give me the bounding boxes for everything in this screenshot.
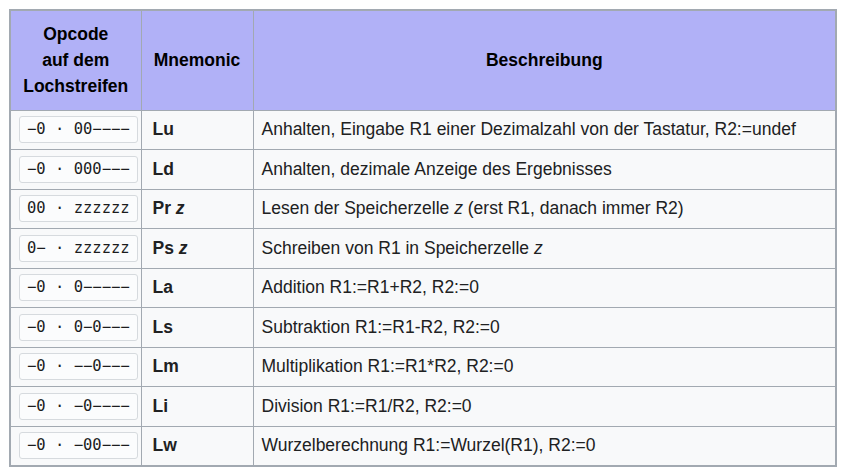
opcode-cell: 0− · zzzzzz xyxy=(10,229,141,269)
table-row: −0 · −−0−−− Lm Multiplikation R1:=R1*R2,… xyxy=(10,347,836,387)
header-mnemonic: Mnemonic xyxy=(141,10,253,110)
mnemonic-label: Lw xyxy=(153,435,177,455)
opcode-cell: −0 · −0−−−− xyxy=(10,387,141,427)
mnemonic-label: Li xyxy=(153,396,169,416)
header-opcode-line3: Lochstreifen xyxy=(15,73,137,99)
description-var: z xyxy=(534,238,543,258)
mnemonic-cell: Ld xyxy=(141,150,253,190)
description-text: Schreiben von R1 in Speicherzelle xyxy=(262,238,534,258)
opcode-code: 0− · zzzzzz xyxy=(19,235,138,262)
header-row: Opcode auf dem Lochstreifen Mnemonic Bes… xyxy=(10,10,836,110)
description-cell: Anhalten, dezimale Anzeige des Ergebniss… xyxy=(253,150,836,190)
description-cell: Subtraktion R1:=R1-R2, R2:=0 xyxy=(253,308,836,348)
mnemonic-cell: Lu xyxy=(141,110,253,150)
description-cell: Anhalten, Eingabe R1 einer Dezimalzahl v… xyxy=(253,110,836,150)
description-text: Division R1:=R1/R2, R2:=0 xyxy=(262,396,472,416)
opcode-code: 00 · zzzzzz xyxy=(19,195,138,222)
description-cell: Division R1:=R1/R2, R2:=0 xyxy=(253,387,836,427)
opcode-code: −0 · 0−−−−− xyxy=(19,274,138,301)
description-cell: Addition R1:=R1+R2, R2:=0 xyxy=(253,268,836,308)
description-text: Anhalten, Eingabe R1 einer Dezimalzahl v… xyxy=(262,119,796,139)
description-cell: Schreiben von R1 in Speicherzelle z xyxy=(253,229,836,269)
table-row: −0 · 00−−−− Lu Anhalten, Eingabe R1 eine… xyxy=(10,110,836,150)
header-opcode: Opcode auf dem Lochstreifen xyxy=(10,10,141,110)
opcode-cell: 00 · zzzzzz xyxy=(10,189,141,229)
description-text-post: (erst R1, danach immer R2) xyxy=(463,198,684,218)
mnemonic-arg: z xyxy=(176,198,185,218)
table-row: 00 · zzzzzz Pr z Lesen der Speicherzelle… xyxy=(10,189,836,229)
table-row: −0 · 000−−− Ld Anhalten, dezimale Anzeig… xyxy=(10,150,836,190)
mnemonic-label: La xyxy=(153,277,173,297)
header-opcode-line2: auf dem xyxy=(15,47,137,73)
mnemonic-label: Pr xyxy=(153,198,176,218)
opcode-code: −0 · −−0−−− xyxy=(19,353,138,380)
mnemonic-cell: Ls xyxy=(141,308,253,348)
opcode-cell: −0 · −−0−−− xyxy=(10,347,141,387)
opcode-table: Opcode auf dem Lochstreifen Mnemonic Bes… xyxy=(9,9,837,467)
table-row: 0− · zzzzzz Ps z Schreiben von R1 in Spe… xyxy=(10,229,836,269)
header-description: Beschreibung xyxy=(253,10,836,110)
opcode-cell: −0 · 0−−−−− xyxy=(10,268,141,308)
mnemonic-label: Lm xyxy=(153,356,179,376)
description-text: Addition R1:=R1+R2, R2:=0 xyxy=(262,277,479,297)
mnemonic-cell: Lw xyxy=(141,426,253,466)
description-text: Anhalten, dezimale Anzeige des Ergebniss… xyxy=(262,159,612,179)
mnemonic-cell: Ps z xyxy=(141,229,253,269)
table-row: −0 · 0−0−−− Ls Subtraktion R1:=R1-R2, R2… xyxy=(10,308,836,348)
opcode-cell: −0 · 000−−− xyxy=(10,150,141,190)
description-text: Multiplikation R1:=R1*R2, R2:=0 xyxy=(262,356,514,376)
opcode-cell: −0 · −00−−− xyxy=(10,426,141,466)
table-row: −0 · −0−−−− Li Division R1:=R1/R2, R2:=0 xyxy=(10,387,836,427)
opcode-cell: −0 · 0−0−−− xyxy=(10,308,141,348)
mnemonic-cell: Lm xyxy=(141,347,253,387)
opcode-code: −0 · 000−−− xyxy=(19,156,138,183)
opcode-code: −0 · 00−−−− xyxy=(19,116,138,143)
mnemonic-cell: Pr z xyxy=(141,189,253,229)
mnemonic-label: Ld xyxy=(153,159,174,179)
mnemonic-cell: La xyxy=(141,268,253,308)
description-cell: Wurzelberechnung R1:=Wurzel(R1), R2:=0 xyxy=(253,426,836,466)
opcode-code: −0 · 0−0−−− xyxy=(19,314,138,341)
mnemonic-label: Lu xyxy=(153,119,174,139)
description-text: Lesen der Speicherzelle xyxy=(262,198,455,218)
description-text: Subtraktion R1:=R1-R2, R2:=0 xyxy=(262,317,500,337)
mnemonic-cell: Li xyxy=(141,387,253,427)
opcode-code: −0 · −0−−−− xyxy=(19,393,138,420)
opcode-cell: −0 · 00−−−− xyxy=(10,110,141,150)
description-cell: Lesen der Speicherzelle z (erst R1, dana… xyxy=(253,189,836,229)
mnemonic-label: Ps xyxy=(153,238,179,258)
table-row: −0 · −00−−− Lw Wurzelberechnung R1:=Wurz… xyxy=(10,426,836,466)
mnemonic-arg: z xyxy=(179,238,188,258)
description-text: Wurzelberechnung R1:=Wurzel(R1), R2:=0 xyxy=(262,435,596,455)
opcode-code: −0 · −00−−− xyxy=(19,432,138,459)
description-var: z xyxy=(454,198,463,218)
mnemonic-label: Ls xyxy=(153,317,173,337)
table-row: −0 · 0−−−−− La Addition R1:=R1+R2, R2:=0 xyxy=(10,268,836,308)
description-cell: Multiplikation R1:=R1*R2, R2:=0 xyxy=(253,347,836,387)
header-opcode-line1: Opcode xyxy=(15,21,137,47)
